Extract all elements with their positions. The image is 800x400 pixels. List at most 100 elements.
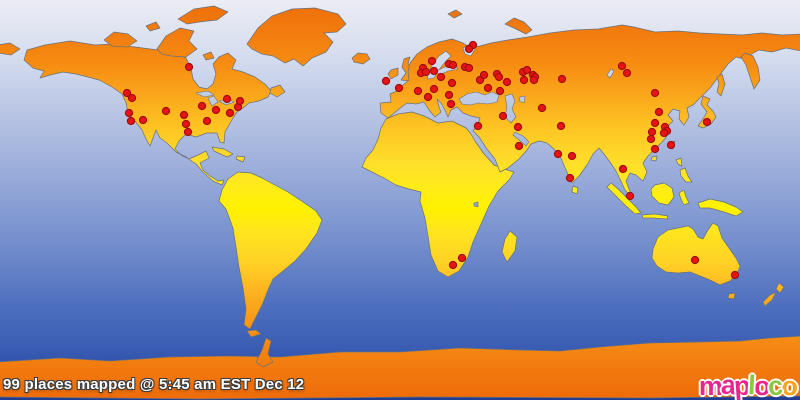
- place-marker-dot: [650, 88, 660, 98]
- island-borneo: [650, 182, 675, 206]
- island-madagascar: [501, 230, 518, 263]
- place-marker-dot: [622, 68, 632, 78]
- place-marker-dot: [202, 116, 212, 126]
- place-marker-dot: [690, 255, 700, 265]
- sea-caspian: [504, 93, 517, 124]
- place-marker-dot: [479, 70, 489, 80]
- island-ireland: [387, 67, 399, 80]
- place-marker-dot: [625, 191, 635, 201]
- place-marker-dot: [222, 94, 232, 104]
- place-marker-dot: [211, 105, 221, 115]
- island-southampton: [202, 51, 215, 61]
- place-marker-dot: [381, 76, 391, 86]
- landmass-antarctic-peninsula: [255, 337, 274, 368]
- place-marker-dot: [529, 75, 539, 85]
- maploco-logo[interactable]: maploco: [698, 370, 798, 400]
- peninsula-kamchatka: [740, 52, 761, 90]
- place-marker-dot: [124, 108, 134, 118]
- place-marker-dot: [181, 119, 191, 129]
- landmass-africa: [361, 111, 515, 278]
- sea-persian-gulf: [512, 131, 530, 147]
- island-tasmania: [727, 292, 736, 300]
- island-arctic-small: [145, 21, 161, 32]
- logo-letter: c: [767, 370, 783, 400]
- place-marker-dot: [618, 164, 628, 174]
- place-marker-dot: [514, 141, 524, 151]
- place-marker-dot: [138, 115, 148, 125]
- place-marker-dot: [413, 86, 423, 96]
- place-marker-dot: [457, 253, 467, 263]
- island-iceland: [351, 52, 371, 65]
- place-marker-dot: [646, 134, 656, 144]
- place-marker-dot: [557, 74, 567, 84]
- place-marker-dot: [498, 111, 508, 121]
- island-philippines-south: [679, 167, 693, 183]
- place-marker-dot: [666, 140, 676, 150]
- landmass-south-america: [218, 171, 323, 330]
- place-marker-dot: [522, 65, 532, 75]
- place-marker-dot: [617, 61, 627, 71]
- place-marker-dot: [429, 66, 439, 76]
- place-marker-dot: [446, 99, 456, 109]
- landmass-australia: [651, 222, 741, 286]
- place-marker-dot: [447, 78, 457, 88]
- place-marker-dot: [565, 173, 575, 183]
- island-philippines-north: [675, 157, 683, 167]
- island-hispaniola: [235, 155, 246, 163]
- place-marker-dot: [197, 101, 207, 111]
- place-marker-dot: [183, 127, 193, 137]
- place-marker-dot: [225, 108, 235, 118]
- sea-aral: [518, 95, 526, 104]
- island-sakhalin: [716, 73, 726, 97]
- place-marker-dot: [553, 149, 563, 159]
- lake-superior: [195, 90, 215, 98]
- logo-letter: m: [698, 371, 723, 400]
- place-marker-dot: [122, 88, 132, 98]
- place-marker-dot: [513, 122, 523, 132]
- status-text: 99 places mapped @ 5:45 am EST Dec 12: [3, 376, 305, 393]
- island-novaya-zemlya: [504, 17, 533, 35]
- island-ellesmere: [177, 5, 229, 25]
- island-tierra-del-fuego: [246, 329, 262, 338]
- place-marker-dot: [494, 72, 504, 82]
- island-sumatra: [606, 182, 642, 215]
- place-marker-dot: [179, 110, 189, 120]
- place-marker-dot: [448, 260, 458, 270]
- logo-letter: o: [781, 371, 798, 400]
- place-marker-dot: [647, 127, 657, 137]
- island-new-zealand-south: [762, 291, 777, 307]
- place-marker-dot: [423, 92, 433, 102]
- place-marker-dot: [567, 151, 577, 161]
- place-marker-dot: [650, 144, 660, 154]
- sea-black-sea: [458, 91, 500, 106]
- place-marker-dot: [650, 118, 660, 128]
- island-hainan: [650, 155, 658, 162]
- lake-victoria: [473, 201, 479, 208]
- place-marker-dot: [464, 63, 474, 73]
- place-marker-dot: [483, 83, 493, 93]
- landmass-antarctica: [0, 335, 800, 400]
- island-new-guinea: [697, 198, 744, 217]
- island-sri-lanka: [571, 185, 579, 195]
- place-marker-dot: [659, 128, 669, 138]
- place-marker-dot: [502, 77, 512, 87]
- island-new-zealand-north: [775, 282, 785, 294]
- landmass-eurasia: [379, 24, 800, 198]
- island-cuba: [211, 146, 234, 158]
- landmass-greenland: [246, 7, 347, 67]
- island-java: [641, 213, 669, 220]
- place-marker-dot: [556, 121, 566, 131]
- place-marker-dot: [394, 83, 404, 93]
- place-marker-dot: [444, 90, 454, 100]
- place-marker-dot: [473, 121, 483, 131]
- island-svalbard: [447, 9, 463, 19]
- place-marker-dot: [429, 84, 439, 94]
- place-marker-dot: [436, 72, 446, 82]
- place-marker-dot: [537, 103, 547, 113]
- place-marker-dot: [184, 62, 194, 72]
- island-victoria: [103, 31, 138, 48]
- visitor-markers-layer: [122, 40, 740, 280]
- lake-baikal: [606, 68, 615, 79]
